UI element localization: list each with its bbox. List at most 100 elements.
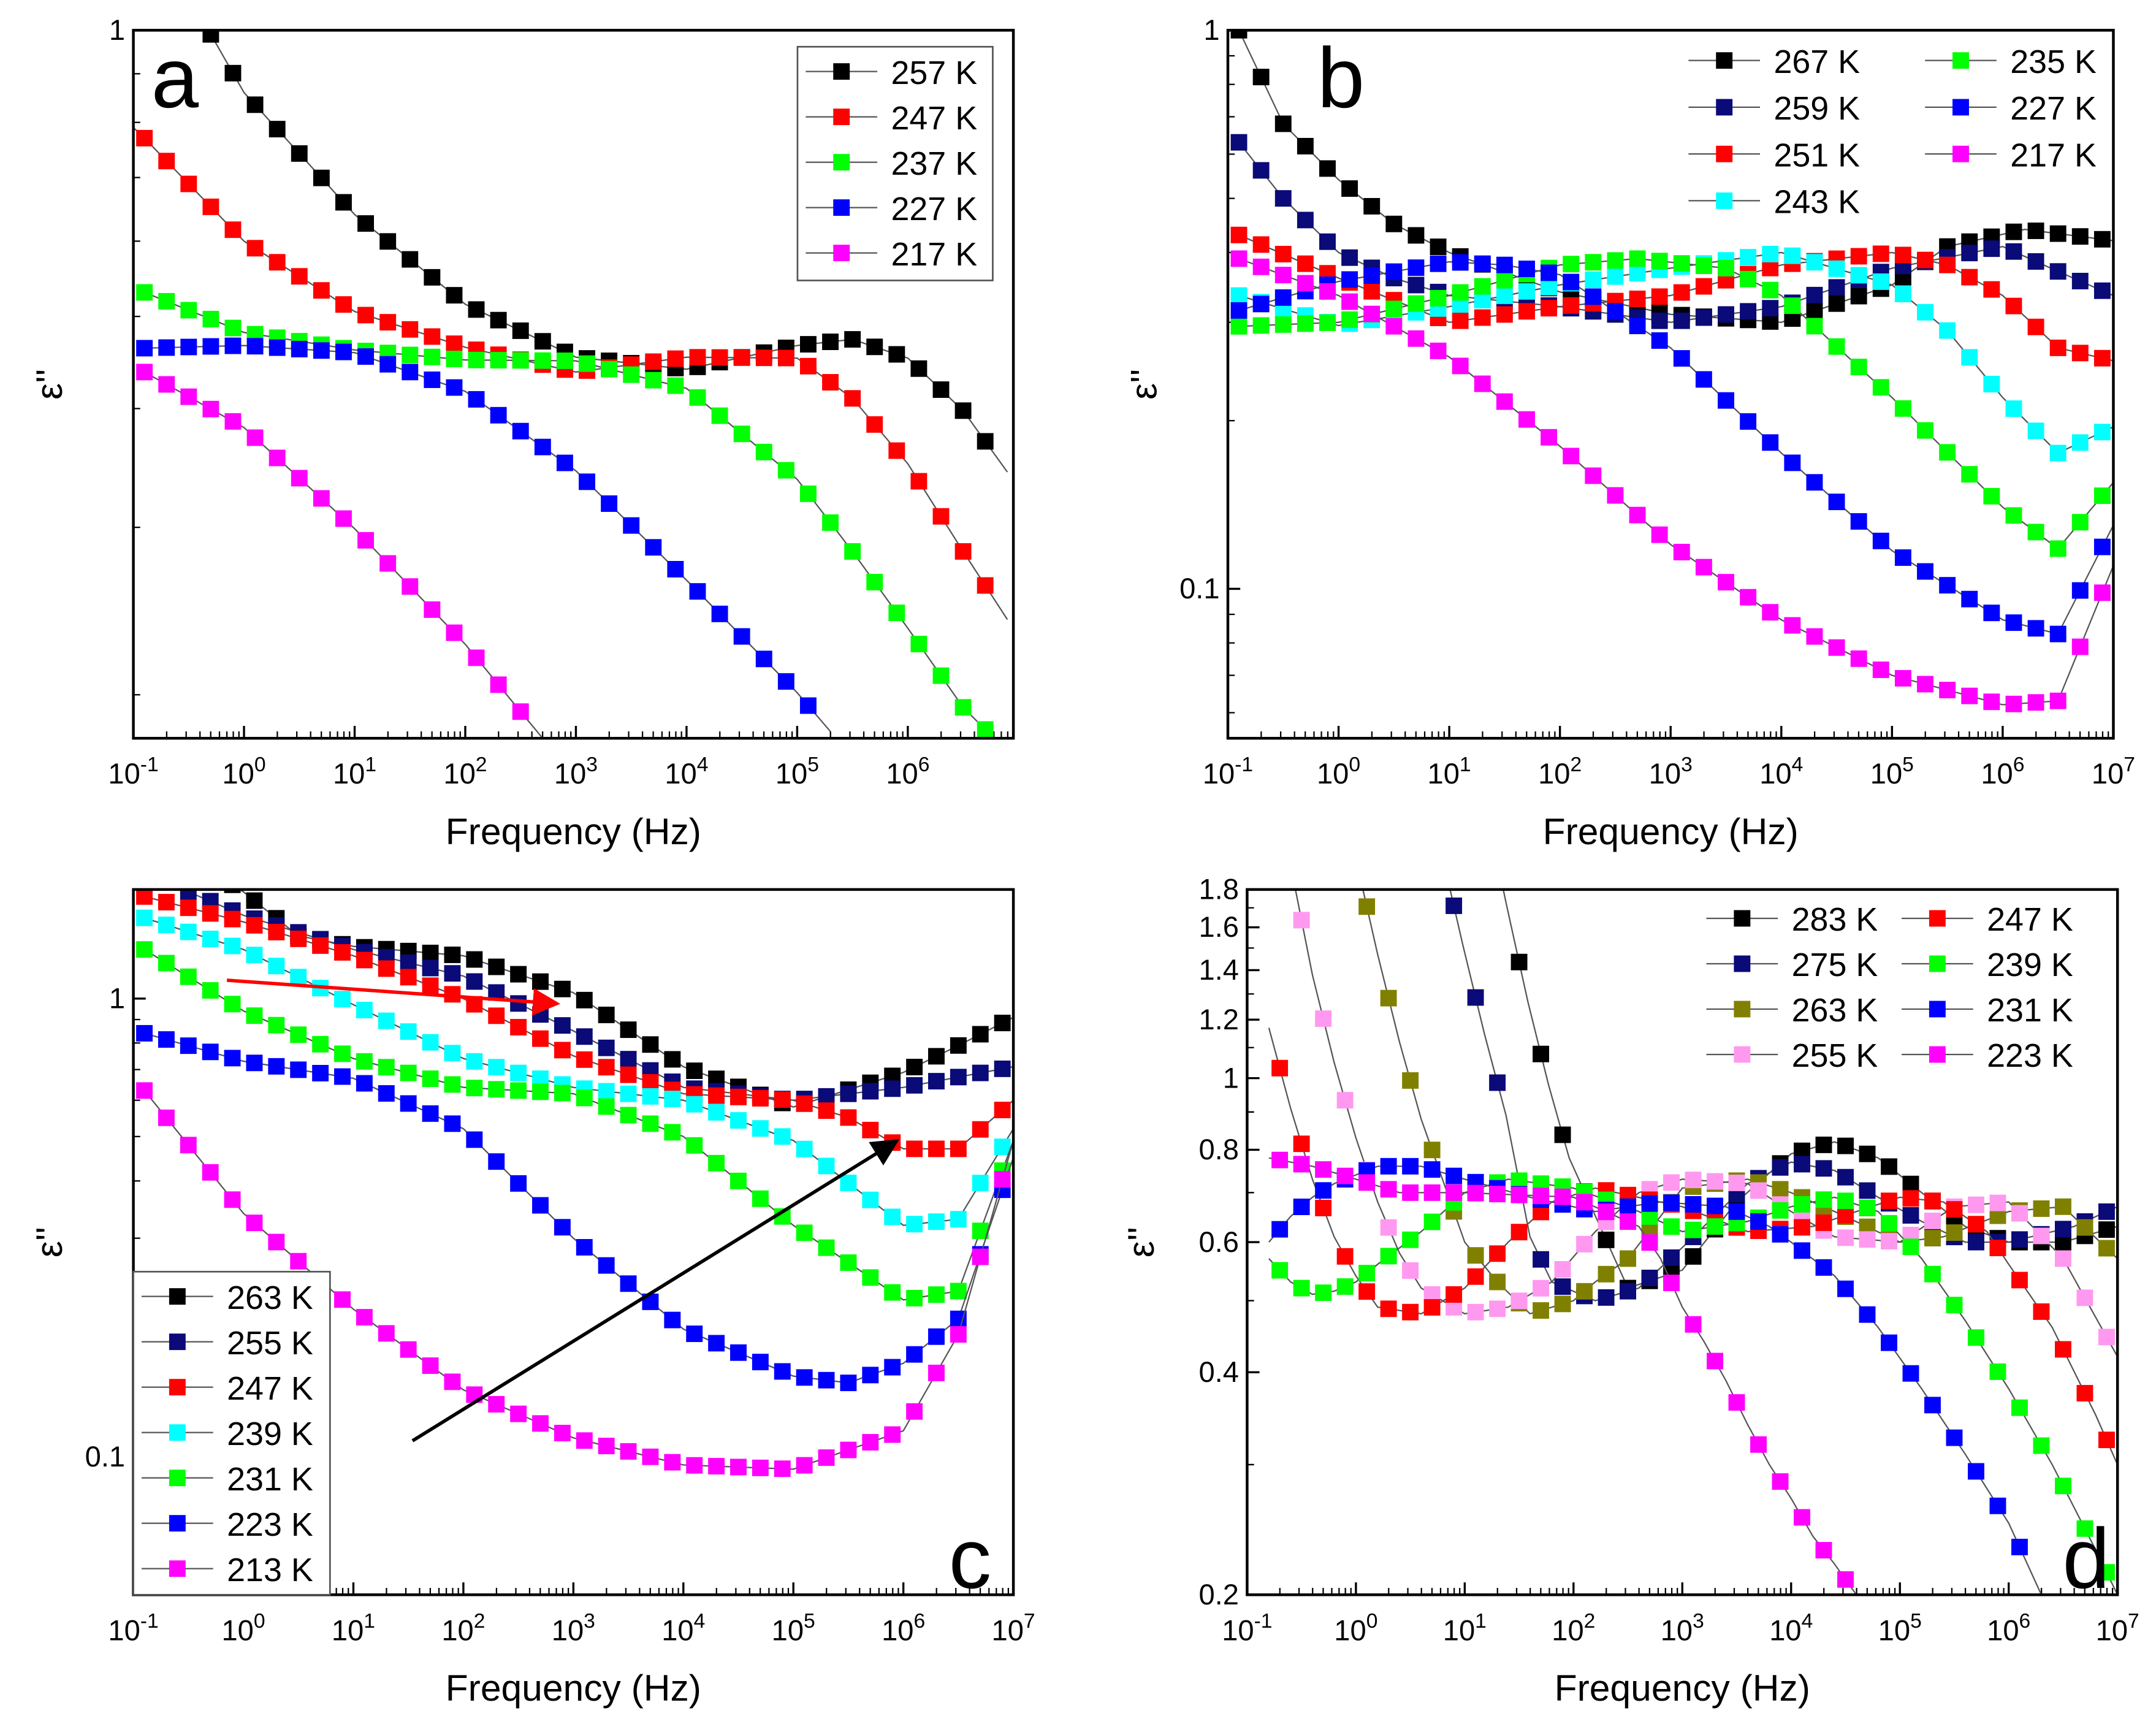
data-point xyxy=(246,96,264,113)
data-point xyxy=(446,624,463,641)
data-point xyxy=(312,1065,329,1081)
data-point xyxy=(2098,1329,2115,1346)
data-point xyxy=(818,1449,835,1466)
data-point xyxy=(1315,1010,1332,1027)
data-point xyxy=(468,391,485,408)
data-point xyxy=(1641,1195,1658,1212)
data-point xyxy=(334,1068,351,1085)
y-axis-title: ε'' xyxy=(28,1227,70,1257)
data-point xyxy=(180,302,197,319)
data-point xyxy=(1315,1284,1332,1302)
data-point xyxy=(1815,1259,1832,1276)
data-point xyxy=(928,1364,945,1381)
data-point xyxy=(664,1124,681,1141)
data-point xyxy=(928,1048,945,1065)
data-point xyxy=(490,676,507,693)
data-point xyxy=(1772,1159,1789,1176)
data-point xyxy=(466,1131,483,1148)
data-point xyxy=(1740,303,1757,320)
x-tick-label: 103 xyxy=(1661,1610,1704,1646)
legend-marker xyxy=(1929,955,1946,972)
data-point xyxy=(1837,1137,1854,1154)
data-point xyxy=(667,560,684,578)
legend-marker xyxy=(169,1470,186,1487)
data-point xyxy=(755,650,772,668)
data-point xyxy=(822,374,839,391)
data-point xyxy=(977,577,994,594)
data-point xyxy=(1293,1279,1310,1297)
data-point xyxy=(1806,254,1823,271)
legend-label: 255 K xyxy=(227,1325,313,1362)
data-point xyxy=(1784,617,1801,634)
data-point xyxy=(378,1085,395,1102)
data-point xyxy=(906,1140,923,1157)
data-point xyxy=(1496,256,1513,273)
x-tick-label: 105 xyxy=(772,1610,815,1646)
data-point xyxy=(1554,1295,1571,1313)
data-point xyxy=(1598,1265,1615,1283)
legend-marker xyxy=(169,1560,186,1577)
data-point xyxy=(777,462,794,479)
data-point xyxy=(1828,260,1845,277)
data-point xyxy=(1837,1207,1854,1224)
data-point xyxy=(906,1346,923,1363)
data-point xyxy=(269,121,286,138)
data-point xyxy=(224,1191,241,1208)
data-point xyxy=(932,381,950,398)
data-point xyxy=(224,64,242,82)
data-point xyxy=(268,958,285,975)
data-point xyxy=(1641,1270,1658,1286)
data-point xyxy=(799,357,817,375)
data-point xyxy=(755,443,772,460)
y-tick-label: 0.6 xyxy=(1198,1226,1238,1258)
plot-area xyxy=(133,30,1008,739)
data-point xyxy=(1629,265,1646,282)
data-point xyxy=(313,169,330,186)
data-point xyxy=(1629,506,1646,524)
red-trend-arrow xyxy=(226,978,561,1016)
data-point xyxy=(686,1137,703,1154)
data-point xyxy=(2071,345,2089,362)
data-point xyxy=(576,991,593,1009)
data-point xyxy=(488,1059,505,1076)
data-point xyxy=(1917,251,1933,269)
data-point xyxy=(1297,275,1314,292)
data-point xyxy=(1252,236,1270,253)
data-point xyxy=(290,1253,307,1270)
data-point xyxy=(1363,197,1381,215)
data-point xyxy=(1837,1571,1854,1588)
data-point xyxy=(950,1140,967,1157)
data-point xyxy=(378,1325,395,1342)
data-point xyxy=(1467,1184,1484,1202)
data-point xyxy=(1728,1394,1745,1411)
data-point xyxy=(994,1060,1011,1077)
data-point xyxy=(1850,513,1867,530)
data-point xyxy=(977,433,994,450)
data-point xyxy=(2005,507,2022,524)
data-point xyxy=(1518,261,1535,278)
legend-marker xyxy=(833,154,850,171)
data-point xyxy=(664,1311,681,1329)
y-axis-title: ε'' xyxy=(1122,369,1164,400)
data-point xyxy=(202,198,219,215)
x-tick-label: 100 xyxy=(1334,1610,1377,1646)
data-point xyxy=(1319,283,1336,300)
data-point xyxy=(402,364,419,381)
data-point xyxy=(1917,563,1933,580)
data-point xyxy=(488,1081,505,1098)
data-point xyxy=(2011,1205,2028,1222)
data-point xyxy=(1924,1192,1941,1210)
data-point xyxy=(1794,1195,1810,1213)
data-point xyxy=(686,1325,703,1343)
data-point xyxy=(1293,1135,1310,1153)
data-point xyxy=(822,514,839,531)
data-point xyxy=(1663,1249,1680,1266)
data-point xyxy=(1989,1240,2006,1257)
data-point xyxy=(1541,300,1558,317)
data-point xyxy=(400,1023,417,1040)
plot-frame xyxy=(132,29,1015,740)
data-point xyxy=(378,960,395,977)
data-point xyxy=(136,284,153,301)
data-point xyxy=(1772,1226,1789,1243)
series-line xyxy=(1238,257,2114,550)
